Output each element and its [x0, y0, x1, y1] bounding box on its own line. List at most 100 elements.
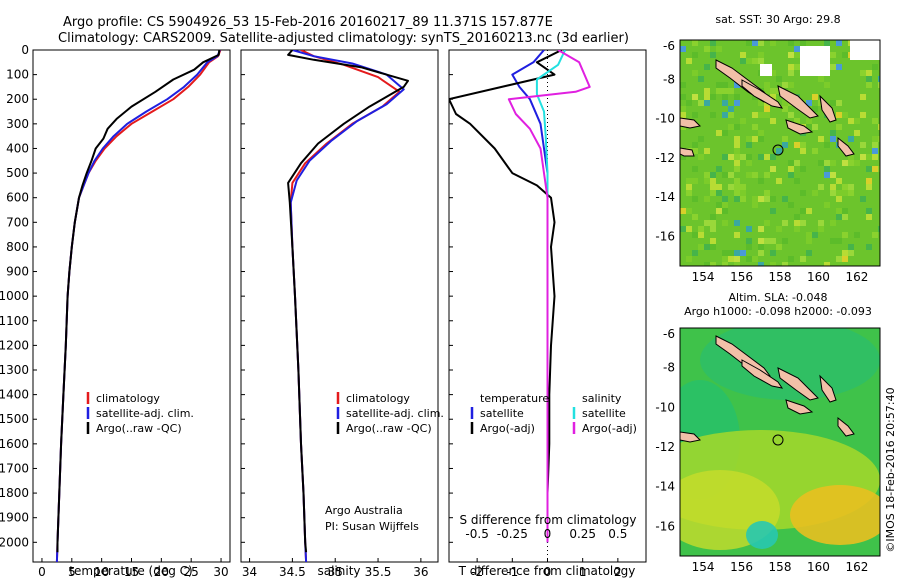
sst-pixel	[806, 100, 812, 106]
sst-pixel	[710, 262, 716, 266]
sst-pixel	[830, 160, 836, 166]
sst-pixel	[782, 262, 788, 266]
sst-pixel	[764, 112, 770, 118]
island-makira	[837, 416, 855, 437]
sst-pixel	[872, 232, 878, 238]
sst-pixel	[848, 250, 854, 256]
sst-pixel	[860, 196, 866, 202]
sst-pixel	[758, 112, 764, 118]
y-tick-label: 200	[6, 92, 29, 106]
sst-pixel	[704, 244, 710, 250]
sst-pixel	[734, 82, 740, 88]
sst-pixel	[860, 142, 866, 148]
sst-pixel	[734, 184, 740, 190]
map-x-tick-label: 154	[692, 560, 715, 574]
sst-pixel	[722, 94, 728, 100]
series-line-climatology	[55, 50, 222, 562]
sst-pixel	[722, 202, 728, 208]
sst-pixel	[806, 118, 812, 124]
sst-pixel	[716, 184, 722, 190]
legend-temperature-title: temperature	[480, 392, 549, 405]
map-y-tick-label: -14	[655, 190, 675, 204]
sst-pixel	[764, 190, 770, 196]
map-tick-labels: 154 156 158 160 162 -6 -8 -10 -12 -14 -16 154 156 158…	[655, 39, 868, 574]
sst-pixel	[800, 148, 806, 154]
difference-top-label: S difference from climatology	[460, 513, 637, 527]
y-tick-label: 700	[6, 215, 29, 229]
x-tick-label: 35.5	[365, 565, 392, 579]
temperature-series	[55, 50, 222, 562]
sst-pixel	[704, 88, 710, 94]
sst-pixel	[794, 46, 800, 52]
y-tick-label: 0	[21, 43, 29, 57]
sst-pixel	[818, 184, 824, 190]
sst-pixel	[698, 244, 704, 250]
sst-pixel	[734, 154, 740, 160]
map-y-tick-label: -12	[655, 440, 675, 454]
sst-pixel	[782, 142, 788, 148]
x-tick-label: -2	[471, 565, 483, 579]
sst-pixel	[830, 52, 836, 58]
x-tick-label: 36	[413, 565, 428, 579]
sst-pixel	[692, 232, 698, 238]
sst-pixel	[878, 136, 880, 142]
sst-pixel	[836, 40, 842, 46]
sst-pixel	[872, 148, 878, 154]
temperature-xlabel: temperature (deg C)	[69, 564, 192, 578]
island-guadalcanal	[785, 399, 814, 415]
legend-s-argo: Argo(-adj)	[582, 422, 637, 435]
sst-pixel	[848, 184, 854, 190]
sst-pixel	[836, 100, 842, 106]
sla-map-title-1: Altim. SLA: -0.048	[728, 291, 827, 304]
sst-pixel	[704, 148, 710, 154]
sst-pixel	[818, 76, 824, 82]
series-line-argo-raw-qc-	[287, 50, 409, 553]
sst-pixel	[704, 178, 710, 184]
sst-pixel	[716, 208, 722, 214]
x-tick-label: 34	[242, 565, 257, 579]
sst-pixel	[752, 40, 758, 46]
series-line-argo-raw-qc-	[56, 50, 221, 553]
x-tick-label: 30	[213, 565, 228, 579]
sst-pixel	[752, 58, 758, 64]
sst-pixel	[830, 136, 836, 142]
map-x-tick-label: 156	[730, 560, 753, 574]
sst-pixel	[722, 100, 728, 106]
sst-pixel	[770, 70, 776, 76]
sst-pixel	[746, 58, 752, 64]
sst-pixel	[752, 202, 758, 208]
sst-pixel	[734, 136, 740, 142]
sst-pixel	[680, 208, 686, 214]
sst-pixel	[842, 214, 848, 220]
sst-pixel	[758, 100, 764, 106]
sst-pixel	[836, 238, 842, 244]
sst-pixel	[830, 184, 836, 190]
sst-pixel	[794, 214, 800, 220]
sst-pixel	[866, 70, 872, 76]
sst-pixel	[830, 220, 836, 226]
sst-pixel	[758, 130, 764, 136]
sst-pixel	[866, 82, 872, 88]
sst-pixel	[770, 262, 776, 266]
sst-pixel	[716, 88, 722, 94]
x-tick-label: 15	[124, 565, 139, 579]
sst-pixel	[746, 238, 752, 244]
sst-pixel	[800, 220, 806, 226]
y-tick-label: 100	[6, 68, 29, 82]
map-x-tick-label: 162	[845, 270, 868, 284]
sst-pixel	[728, 88, 734, 94]
sst-pixel	[842, 112, 848, 118]
sst-pixel	[770, 154, 776, 160]
sst-pixel	[686, 184, 692, 190]
title-line2: Climatology: CARS2009. Satellite-adjuste…	[58, 31, 629, 46]
map-y-tick-label: -16	[655, 519, 675, 533]
sst-pixel	[692, 142, 698, 148]
sst-pixel	[788, 52, 794, 58]
sst-pixel	[782, 106, 788, 112]
y-tick-label: 400	[6, 141, 29, 155]
sst-pixel	[704, 196, 710, 202]
sst-pixel	[788, 166, 794, 172]
sst-pixel	[728, 154, 734, 160]
sst-pixel	[836, 208, 842, 214]
x-tick-label: 1	[579, 565, 587, 579]
